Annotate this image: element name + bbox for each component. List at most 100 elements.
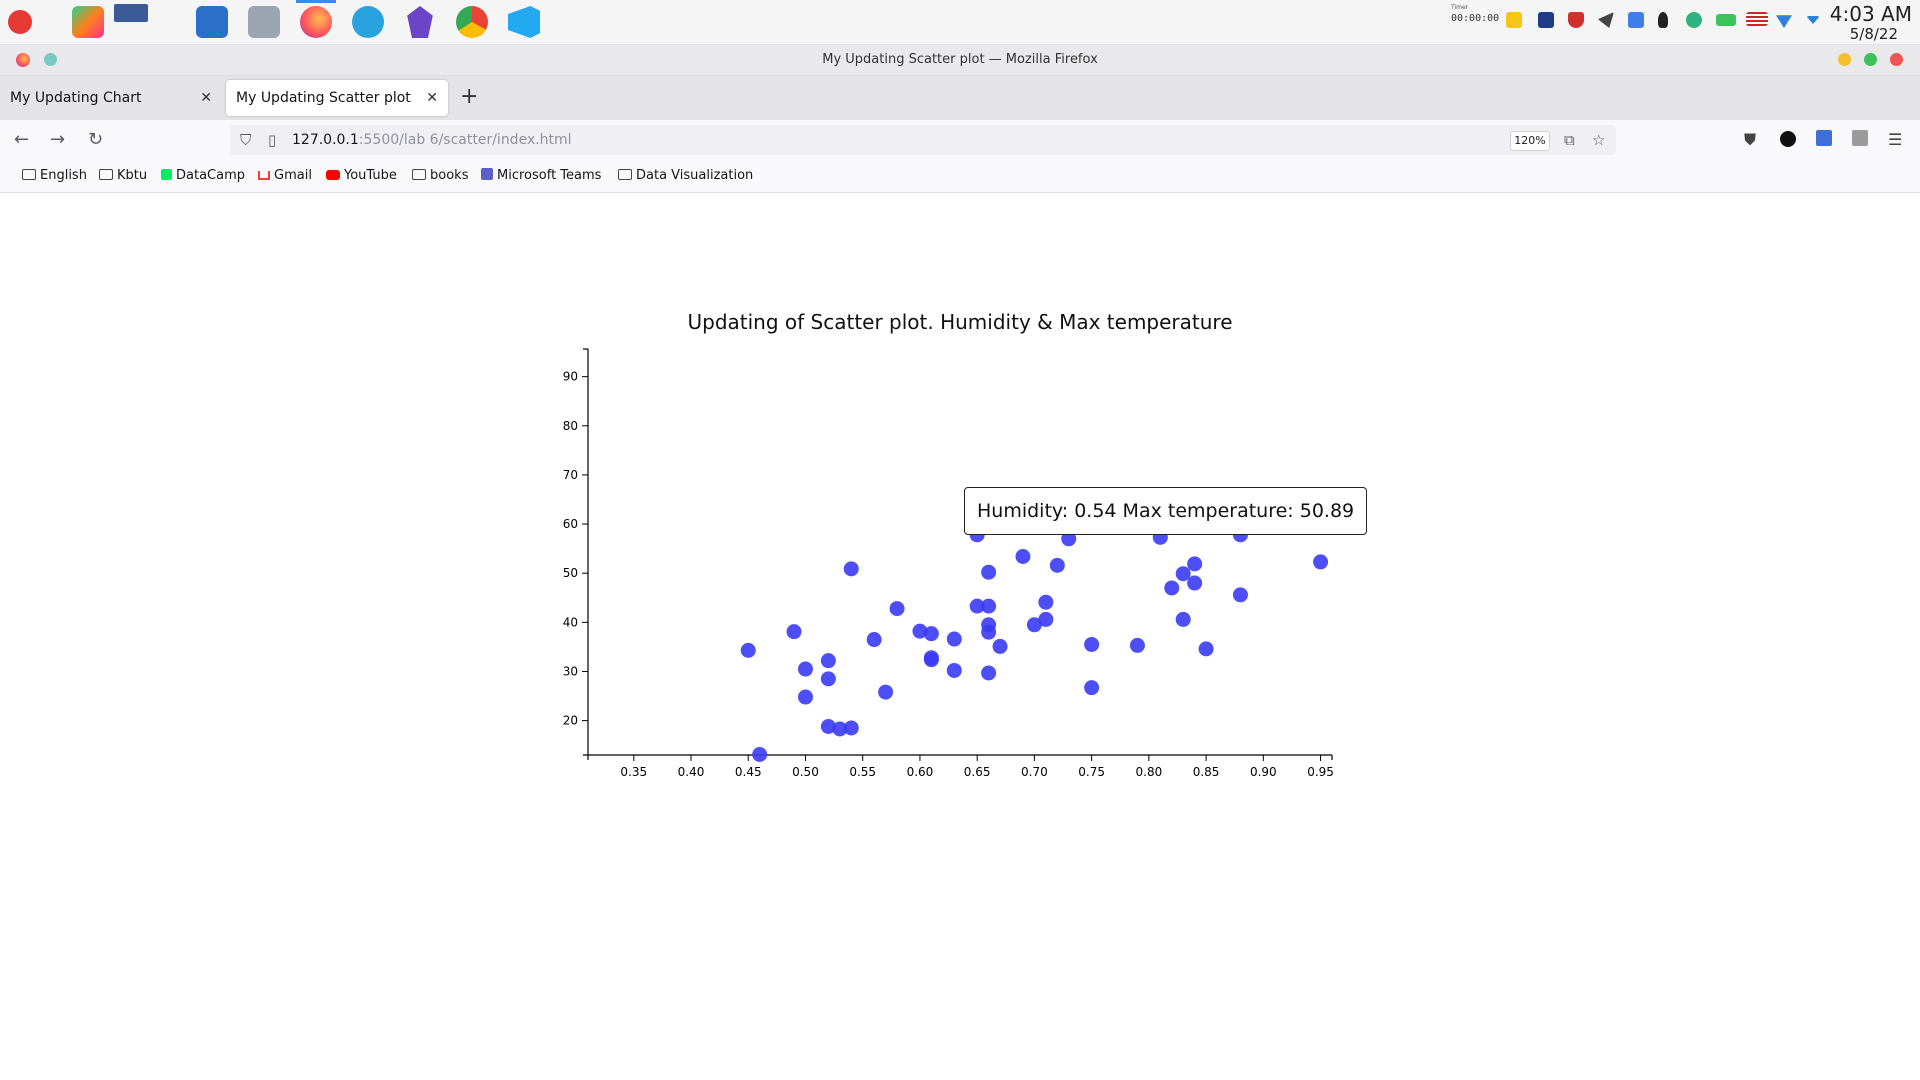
scatter-point xyxy=(1084,680,1100,696)
firefox-icon[interactable] xyxy=(300,6,332,38)
scatter-point xyxy=(1187,556,1203,572)
window-menu-icon[interactable] xyxy=(44,53,57,66)
minimize-button[interactable] xyxy=(1838,53,1851,66)
scatter-point xyxy=(912,623,928,639)
scatter-point xyxy=(946,631,962,647)
folder-icon xyxy=(99,169,113,180)
scatter-point xyxy=(1015,548,1031,564)
yandex-extension-icon[interactable] xyxy=(1780,131,1796,147)
scatter-point xyxy=(923,650,939,666)
scatter-point xyxy=(1084,636,1100,652)
app-menu-icon[interactable]: ☰ xyxy=(1888,130,1903,149)
bookmark-gmail[interactable]: Gmail xyxy=(258,168,312,183)
scatter-point xyxy=(843,720,859,736)
bookmark-data-visualization[interactable]: Data Visualization xyxy=(618,168,753,183)
youtube-icon xyxy=(326,170,340,180)
y-tick-label: 40 xyxy=(563,615,578,629)
scatter-point xyxy=(981,665,997,681)
close-tab-icon[interactable]: ✕ xyxy=(426,90,438,106)
navigation-bar: ← → ↻ ⛉ ▯ 127.0.0.1:5500/lab 6/scatter/i… xyxy=(0,120,1920,160)
folder-icon xyxy=(618,169,632,180)
x-tick-label: 0.95 xyxy=(1307,765,1334,779)
pycharm-icon[interactable] xyxy=(72,6,104,38)
us-flag-icon[interactable] xyxy=(1746,12,1768,26)
pocket-icon[interactable]: ⛊ xyxy=(1744,130,1757,149)
wifi-icon[interactable] xyxy=(1776,15,1792,28)
bookmark-kbtu[interactable]: Kbtu xyxy=(99,168,147,183)
x-tick-label: 0.90 xyxy=(1250,765,1277,779)
extension-icon[interactable] xyxy=(1852,130,1868,146)
x-tick-label: 0.80 xyxy=(1136,765,1163,779)
bookmark-microsoft-teams[interactable]: Microsoft Teams xyxy=(481,168,601,183)
url-text[interactable]: 127.0.0.1:5500/lab 6/scatter/index.html xyxy=(292,132,572,148)
scatter-point xyxy=(1175,611,1191,627)
close-window-button[interactable] xyxy=(1890,53,1903,66)
close-tab-icon[interactable]: ✕ xyxy=(200,90,212,106)
notes-icon[interactable] xyxy=(1506,12,1522,28)
launcher-icon[interactable] xyxy=(8,10,32,34)
security-shield-icon[interactable] xyxy=(1568,12,1584,28)
active-app-indicator xyxy=(296,0,336,3)
chart-title: Updating of Scatter plot. Humidity & Max… xyxy=(687,310,1233,334)
scatter-point xyxy=(1038,594,1054,610)
bulb-icon[interactable] xyxy=(1658,12,1668,28)
window-titlebar[interactable]: My Updating Scatter plot — Mozilla Firef… xyxy=(0,45,1920,76)
docs-icon[interactable] xyxy=(1628,12,1644,28)
send-icon[interactable] xyxy=(1598,12,1614,28)
y-tick-label: 20 xyxy=(563,714,578,728)
clock-time[interactable]: 4:03 AM xyxy=(1829,2,1912,26)
software-installer-icon[interactable] xyxy=(248,6,280,38)
chart-tooltip: Humidity: 0.54 Max temperature: 50.89 xyxy=(964,487,1368,535)
folder-icon xyxy=(22,169,36,180)
telegram-icon[interactable] xyxy=(352,6,384,38)
scatter-point xyxy=(843,561,859,577)
bookmark-english[interactable]: English xyxy=(22,168,87,183)
zoom-level-badge[interactable]: 120% xyxy=(1510,131,1550,151)
scatter-point xyxy=(820,653,836,669)
tray-expand-icon[interactable] xyxy=(1806,16,1820,24)
battery-icon[interactable] xyxy=(1716,14,1736,26)
tab-label: My Updating Chart xyxy=(10,90,142,106)
shield-icon[interactable]: ⛉ xyxy=(240,131,252,149)
teams-icon xyxy=(481,168,493,180)
scatter-point xyxy=(1232,587,1248,603)
bookmark-books[interactable]: books xyxy=(412,168,468,183)
maximize-button[interactable] xyxy=(1864,53,1877,66)
forward-button[interactable]: → xyxy=(50,129,66,150)
workspace-switcher-icon[interactable] xyxy=(114,4,148,22)
tab-my-updating-scatter-plot[interactable]: My Updating Scatter plot ✕ xyxy=(226,80,448,116)
y-tick-label: 90 xyxy=(563,370,578,384)
tab-my-updating-chart[interactable]: My Updating Chart ✕ xyxy=(0,80,222,116)
reload-button[interactable]: ↻ xyxy=(88,129,104,150)
scatter-point xyxy=(1038,611,1054,627)
bookmark-youtube[interactable]: YouTube xyxy=(326,168,397,183)
bookmark-label: YouTube xyxy=(344,168,397,183)
scatter-point xyxy=(820,719,836,735)
files-icon[interactable] xyxy=(196,6,228,38)
translator-extension-icon[interactable] xyxy=(1816,130,1832,146)
folder-icon xyxy=(412,169,426,180)
scatter-point xyxy=(981,624,997,640)
scatter-point xyxy=(786,624,802,640)
page-info-icon[interactable]: ▯ xyxy=(268,131,277,149)
audio-icon[interactable] xyxy=(1686,12,1702,28)
bookmark-label: Gmail xyxy=(274,168,312,183)
x-tick-label: 0.55 xyxy=(849,765,876,779)
bookmark-datacamp[interactable]: DataCamp xyxy=(161,168,245,183)
vscode-icon[interactable] xyxy=(508,6,540,38)
obsidian-icon[interactable] xyxy=(407,6,433,38)
translate-icon[interactable]: ⧉ xyxy=(1564,131,1575,149)
x-tick-label: 0.65 xyxy=(964,765,991,779)
new-tab-button[interactable]: + xyxy=(460,84,479,109)
bookmark-star-icon[interactable]: ☆ xyxy=(1592,131,1606,149)
monitor-icon[interactable] xyxy=(1538,12,1554,28)
url-bar[interactable]: ⛉ ▯ 127.0.0.1:5500/lab 6/scatter/index.h… xyxy=(230,125,1616,155)
chrome-icon[interactable] xyxy=(456,6,488,38)
timer-value[interactable]: 00:00:00 xyxy=(1451,13,1500,24)
clock-date[interactable]: 5/8/22 xyxy=(1849,25,1898,43)
tab-label: My Updating Scatter plot xyxy=(236,90,411,106)
y-tick-label: 70 xyxy=(563,468,578,482)
scatter-point xyxy=(946,662,962,678)
back-button[interactable]: ← xyxy=(14,129,30,150)
x-tick-label: 0.45 xyxy=(735,765,762,779)
